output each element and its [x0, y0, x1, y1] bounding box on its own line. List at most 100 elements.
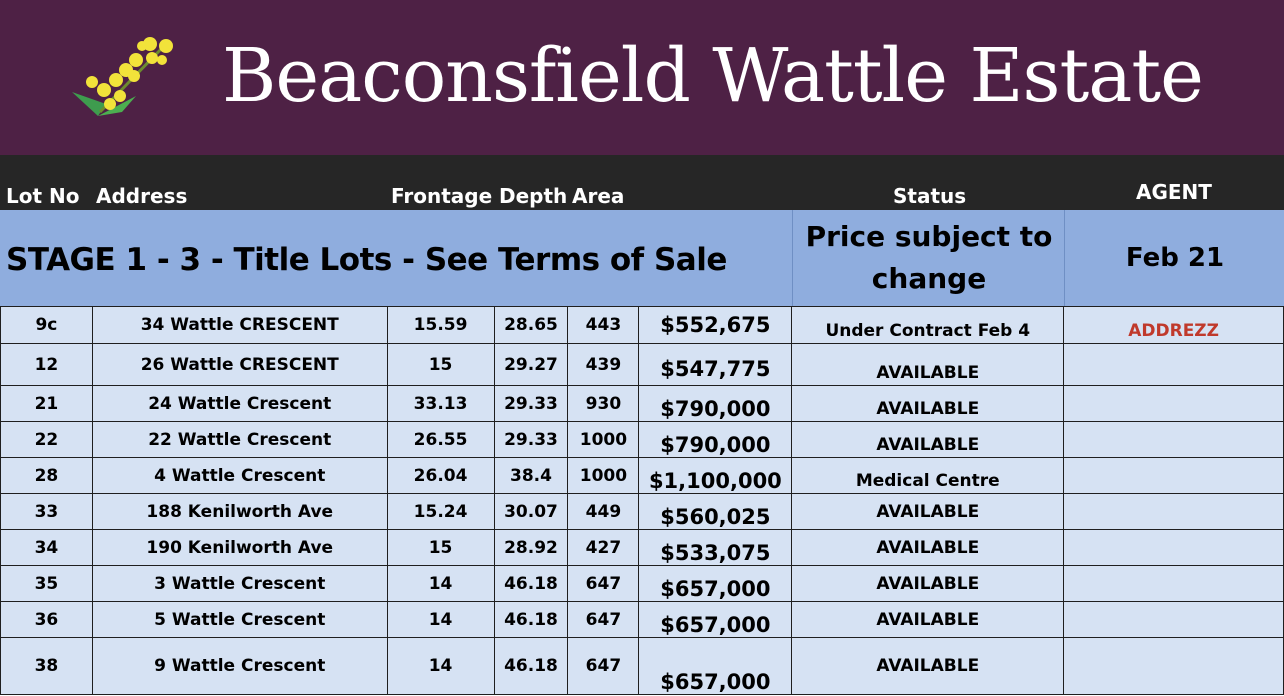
lot-frontage: 14 — [386, 601, 495, 638]
header-area: Area — [572, 184, 625, 208]
stage-band — [0, 210, 1284, 306]
lot-address: 34 Wattle CRESCENT — [91, 306, 388, 344]
lot-status: AVAILABLE — [791, 529, 1065, 566]
lot-depth: 29.33 — [493, 421, 569, 458]
lot-address: 190 Kenilworth Ave — [91, 529, 388, 566]
lot-address: 22 Wattle Crescent — [91, 421, 388, 458]
lot-address: 9 Wattle Crescent — [91, 637, 388, 695]
header-agent: AGENT — [1136, 180, 1212, 204]
lot-row[interactable]: 35 3 Wattle Crescent 14 46.18 647 $657,0… — [0, 565, 1284, 602]
lot-depth: 29.33 — [493, 385, 569, 422]
lot-area: 647 — [567, 637, 640, 695]
lot-frontage: 33.13 — [386, 385, 495, 422]
lot-price: $552,675 — [638, 306, 793, 344]
lot-agent — [1063, 343, 1284, 386]
lot-number: 12 — [0, 343, 93, 386]
lot-area: 930 — [567, 385, 640, 422]
lot-status: Medical Centre — [791, 457, 1065, 494]
lot-area: 427 — [567, 529, 640, 566]
lot-depth: 46.18 — [493, 565, 569, 602]
lot-frontage: 14 — [386, 637, 495, 695]
lot-row[interactable]: 33 188 Kenilworth Ave 15.24 30.07 449 $5… — [0, 493, 1284, 530]
header-frontage: Frontage — [391, 184, 493, 208]
lot-number: 21 — [0, 385, 93, 422]
lot-area: 1000 — [567, 421, 640, 458]
lot-number: 33 — [0, 493, 93, 530]
lot-price: $657,000 — [638, 565, 793, 602]
lot-row[interactable]: 22 22 Wattle Crescent 26.55 29.33 1000 $… — [0, 421, 1284, 458]
lot-area: 449 — [567, 493, 640, 530]
lot-row[interactable]: 12 26 Wattle CRESCENT 15 29.27 439 $547,… — [0, 343, 1284, 386]
lot-price: $547,775 — [638, 343, 793, 386]
lot-row[interactable]: 38 9 Wattle Crescent 14 46.18 647 $657,0… — [0, 637, 1284, 695]
header-status: Status — [893, 184, 967, 208]
lot-address: 26 Wattle CRESCENT — [91, 343, 388, 386]
lot-address: 4 Wattle Crescent — [91, 457, 388, 494]
lot-agent — [1063, 529, 1284, 566]
lot-address: 3 Wattle Crescent — [91, 565, 388, 602]
lot-agent — [1063, 565, 1284, 602]
lot-frontage: 15 — [386, 529, 495, 566]
lot-depth: 38.4 — [493, 457, 569, 494]
lot-number: 35 — [0, 565, 93, 602]
lot-status: AVAILABLE — [791, 493, 1065, 530]
lot-address: 188 Kenilworth Ave — [91, 493, 388, 530]
lot-frontage: 15.24 — [386, 493, 495, 530]
lots-table: 9c 34 Wattle CRESCENT 15.59 28.65 443 $5… — [0, 306, 1284, 695]
lot-frontage: 15 — [386, 343, 495, 386]
stage-month: Feb 21 — [1064, 210, 1284, 306]
lot-status: AVAILABLE — [791, 421, 1065, 458]
lot-agent — [1063, 637, 1284, 695]
lot-address: 24 Wattle Crescent — [91, 385, 388, 422]
lot-area: 439 — [567, 343, 640, 386]
header-address: Address — [96, 184, 188, 208]
lot-status: AVAILABLE — [791, 637, 1065, 695]
lot-price: $657,000 — [638, 601, 793, 638]
title-banner — [0, 0, 1284, 155]
header-depth: Depth — [499, 184, 568, 208]
lot-depth: 28.65 — [493, 306, 569, 344]
lot-area: 1000 — [567, 457, 640, 494]
lot-price: $1,100,000 — [638, 457, 793, 494]
lot-depth: 30.07 — [493, 493, 569, 530]
lot-depth: 28.92 — [493, 529, 569, 566]
lot-number: 9c — [0, 306, 93, 344]
lot-row[interactable]: 9c 34 Wattle CRESCENT 15.59 28.65 443 $5… — [0, 306, 1284, 344]
lot-depth: 29.27 — [493, 343, 569, 386]
lot-area: 443 — [567, 306, 640, 344]
lot-price: $790,000 — [638, 421, 793, 458]
lot-frontage: 26.04 — [386, 457, 495, 494]
lot-status: Under Contract Feb 4 — [791, 306, 1065, 344]
lot-row[interactable]: 28 4 Wattle Crescent 26.04 38.4 1000 $1,… — [0, 457, 1284, 494]
lot-number: 28 — [0, 457, 93, 494]
lot-frontage: 26.55 — [386, 421, 495, 458]
lot-number: 36 — [0, 601, 93, 638]
lot-status: AVAILABLE — [791, 601, 1065, 638]
lot-number: 22 — [0, 421, 93, 458]
lot-number: 38 — [0, 637, 93, 695]
lot-price: $533,075 — [638, 529, 793, 566]
lot-price: $657,000 — [638, 637, 793, 695]
lot-agent — [1063, 385, 1284, 422]
lot-status: AVAILABLE — [791, 565, 1065, 602]
estate-title: Beaconsfield Wattle Estate — [222, 33, 1204, 119]
lot-frontage: 14 — [386, 565, 495, 602]
header-lot-no: Lot No — [6, 184, 80, 208]
lot-agent — [1063, 457, 1284, 494]
lot-address: 5 Wattle Crescent — [91, 601, 388, 638]
wattle-flower-logo-icon — [72, 37, 173, 116]
stage-title: STAGE 1 - 3 - Title Lots - See Terms of … — [6, 242, 727, 278]
lot-row[interactable]: 34 190 Kenilworth Ave 15 28.92 427 $533,… — [0, 529, 1284, 566]
lot-price: $560,025 — [638, 493, 793, 530]
lot-agent — [1063, 601, 1284, 638]
lot-row[interactable]: 36 5 Wattle Crescent 14 46.18 647 $657,0… — [0, 601, 1284, 638]
lot-status: AVAILABLE — [791, 343, 1065, 386]
lot-number: 34 — [0, 529, 93, 566]
column-header-bar: Lot No Address Frontage Depth Area Statu… — [0, 155, 1284, 210]
lot-agent — [1063, 493, 1284, 530]
lot-status: AVAILABLE — [791, 385, 1065, 422]
lot-price: $790,000 — [638, 385, 793, 422]
lot-row[interactable]: 21 24 Wattle Crescent 33.13 29.33 930 $7… — [0, 385, 1284, 422]
lot-agent — [1063, 421, 1284, 458]
price-note: Price subject to change — [792, 210, 1065, 306]
